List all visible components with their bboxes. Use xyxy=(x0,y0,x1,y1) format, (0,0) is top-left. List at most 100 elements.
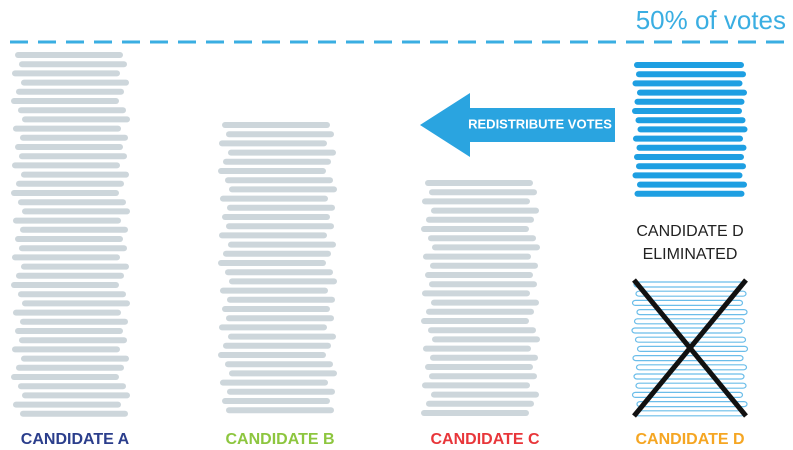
ballot xyxy=(229,370,337,377)
ballot xyxy=(222,122,330,128)
ballot xyxy=(228,149,336,156)
ballot xyxy=(633,135,743,142)
ballot xyxy=(225,177,333,184)
ballot xyxy=(636,163,746,170)
ballot xyxy=(225,269,333,276)
ballot xyxy=(20,318,128,325)
ballot xyxy=(19,337,127,344)
ballot xyxy=(431,391,539,398)
ballot xyxy=(431,207,539,214)
ballot xyxy=(11,282,119,288)
ballot xyxy=(635,382,747,389)
ballot xyxy=(633,410,746,417)
ballot xyxy=(11,374,119,380)
ballot xyxy=(12,254,120,261)
eliminated-line: CANDIDATE D xyxy=(636,223,743,240)
ballot xyxy=(21,79,129,86)
ballot xyxy=(635,364,748,371)
ballot xyxy=(426,308,534,315)
ballot xyxy=(634,154,744,160)
ballot xyxy=(12,162,120,169)
ballot xyxy=(229,278,337,285)
ballot xyxy=(429,281,537,288)
ballot xyxy=(19,153,127,160)
ballot xyxy=(631,327,743,334)
ballot xyxy=(637,89,747,96)
eliminated-cross xyxy=(632,278,748,418)
ballot xyxy=(223,158,331,165)
ballot xyxy=(634,190,745,197)
ballot xyxy=(634,98,745,105)
ballot xyxy=(228,333,336,340)
ballot xyxy=(12,346,120,353)
ballot xyxy=(21,355,129,362)
ballot xyxy=(223,250,331,257)
eliminated-line: ELIMINATED xyxy=(643,246,738,263)
ballot xyxy=(11,98,119,104)
ballot xyxy=(16,272,124,279)
ballot xyxy=(16,364,124,371)
ballot xyxy=(15,52,123,58)
ballot xyxy=(632,108,742,114)
ballot xyxy=(226,223,334,230)
ballot xyxy=(421,226,529,232)
ballot xyxy=(632,172,743,179)
ballot xyxy=(12,70,120,77)
ballot xyxy=(425,364,533,370)
ballot xyxy=(635,117,746,124)
ballot xyxy=(422,290,530,297)
ballot xyxy=(16,180,124,187)
ballot xyxy=(219,232,327,239)
ballot xyxy=(636,309,748,316)
ballot xyxy=(425,180,533,186)
ballot xyxy=(422,382,530,389)
candidate-label: CANDIDATE C xyxy=(430,431,539,448)
ballot xyxy=(631,391,744,398)
ballot xyxy=(18,107,126,114)
ballot xyxy=(635,290,747,297)
ballot xyxy=(18,199,126,206)
ballot xyxy=(220,379,328,386)
ballot xyxy=(22,300,130,307)
ballot xyxy=(229,186,337,193)
ballot xyxy=(633,318,746,325)
ballot xyxy=(636,144,747,151)
ballot xyxy=(227,204,335,211)
ballot xyxy=(431,299,539,306)
ballot xyxy=(425,272,533,278)
ballot xyxy=(222,306,330,312)
ballot xyxy=(15,236,123,242)
ballot xyxy=(228,241,336,248)
ballot xyxy=(19,61,127,68)
ballot xyxy=(220,287,328,294)
ballot xyxy=(222,398,330,404)
ballot xyxy=(637,181,747,188)
ballot xyxy=(428,327,536,334)
ballot xyxy=(223,342,331,349)
candidate-label: CANDIDATE D xyxy=(635,431,744,448)
ballot xyxy=(13,401,121,408)
ballot xyxy=(432,244,540,251)
ballot xyxy=(22,116,130,123)
ballot xyxy=(19,245,127,252)
ballot xyxy=(430,262,538,269)
ballot xyxy=(18,383,126,390)
ballot xyxy=(422,198,530,205)
cross-stroke xyxy=(632,278,748,418)
ballot xyxy=(220,195,328,202)
arrow-label: REDISTRIBUTE VOTES xyxy=(468,116,612,131)
candidate-label: CANDIDATE B xyxy=(225,431,334,448)
ballot xyxy=(428,235,536,242)
ballot xyxy=(226,131,334,138)
ballot xyxy=(219,324,327,331)
ballot xyxy=(13,217,121,224)
ballot xyxy=(426,400,534,407)
ballot xyxy=(11,190,119,196)
ballot xyxy=(421,318,529,324)
ballot xyxy=(219,140,327,147)
ballot xyxy=(226,407,334,414)
ballot-stacks xyxy=(11,52,749,417)
ballot xyxy=(432,336,540,343)
ballot xyxy=(227,296,335,303)
